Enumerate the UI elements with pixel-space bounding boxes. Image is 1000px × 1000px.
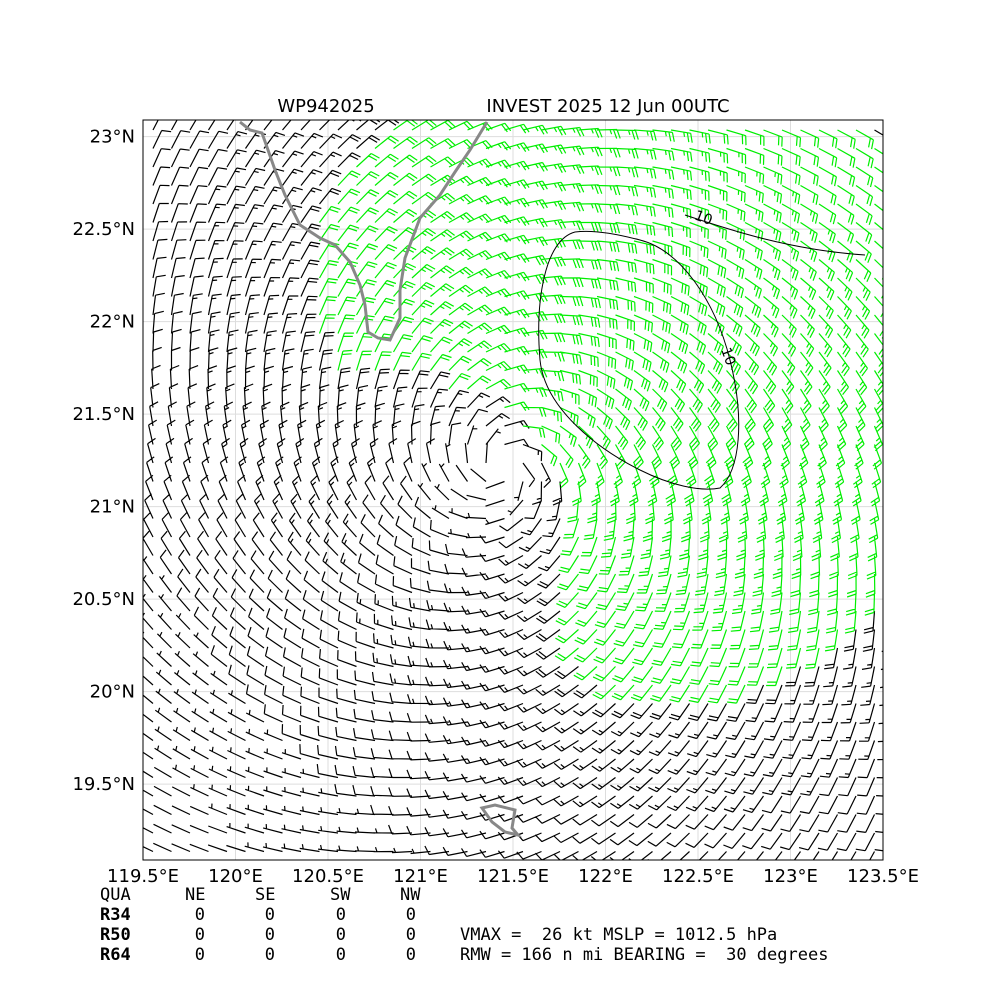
contour [538,230,740,490]
table-cell: 0 [336,945,346,965]
table-cell: 0 [195,945,205,965]
table-cell: 0 [195,925,205,945]
table-cell: 0 [406,905,416,925]
table-header: QUA [100,885,131,905]
table-cell: 0 [265,945,275,965]
x-tick-label: 123.5°E [847,866,919,887]
y-tick-label: 22.5°N [72,219,135,240]
y-tick-label: 21°N [90,497,135,518]
x-tick-label: 120°E [208,866,263,887]
contours [538,214,866,490]
y-tick-label: 20°N [90,682,135,703]
table-cell: 0 [265,905,275,925]
y-tick-label: 19.5°N [72,774,135,795]
title-left: WP942025 [277,96,374,117]
table-cell: 0 [406,925,416,945]
y-tick-label: 23°N [90,127,135,148]
coastlines [239,120,523,838]
x-tick-label: 123°E [763,866,818,887]
plot-frame [142,119,884,861]
table-cell: 0 [336,925,346,945]
table-header: NW [400,885,421,905]
coastline [479,803,523,838]
table-cell: 0 [195,905,205,925]
storm-info: RMW = 166 n mi BEARING = 30 degrees [460,945,828,965]
coastline [239,120,489,342]
table-cell: 0 [336,905,346,925]
table-cell: R50 [100,925,131,945]
wind-barbs [143,120,883,860]
x-tick-label: 121°E [393,866,448,887]
table-header: SE [255,885,275,905]
barbs-strong [318,120,883,704]
x-tick-label: 122.5°E [662,866,734,887]
y-tick-label: 21.5°N [72,404,135,425]
contour-label: 10 [692,208,714,229]
contour-label: 10 [717,346,738,368]
table-cell: 0 [265,925,275,945]
y-tick-label: 22°N [90,312,135,333]
y-tick-label: 20.5°N [72,589,135,610]
barbs-normal [143,120,883,860]
x-tick-label: 120.5°E [292,866,364,887]
title-right: INVEST 2025 12 Jun 00UTC [486,96,729,117]
x-tick-label: 119.5°E [107,866,179,887]
table-cell: R34 [100,905,131,925]
contour [684,214,866,256]
x-tick-label: 122°E [578,866,633,887]
table-header: NE [185,885,205,905]
x-tick-label: 121.5°E [477,866,549,887]
table-cell: 0 [406,945,416,965]
table-header: SW [330,885,351,905]
table-cell: R64 [100,945,131,965]
storm-info: VMAX = 26 kt MSLP = 1012.5 hPa [460,925,777,945]
